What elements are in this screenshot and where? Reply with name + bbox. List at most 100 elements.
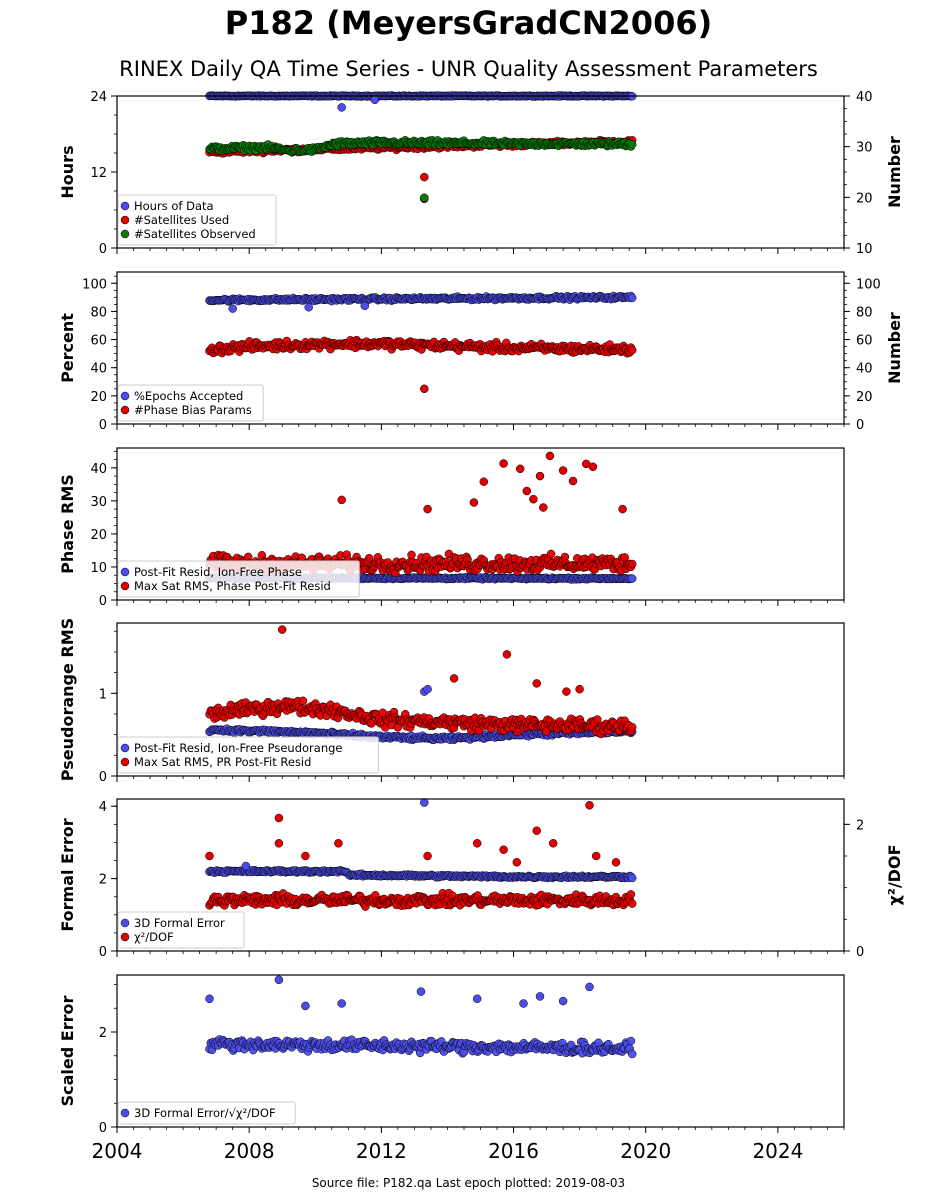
outlier-point [337,103,346,112]
legend-marker [120,918,130,928]
legend-label: Max Sat RMS, PR Post-Fit Resid [134,755,311,769]
data-point [593,715,602,724]
outlier-point [472,994,482,1004]
outlier-point [469,498,479,507]
y-tick-label: 24 [90,90,107,105]
y-tick-label: 40 [90,362,107,377]
outlier-point [205,994,214,1004]
y-axis-label: Percent [58,313,77,383]
outlier-point [512,858,522,867]
outlier-point [558,466,568,475]
data-point [627,140,637,149]
legend-box [117,1101,296,1125]
data-point [627,722,637,732]
outlier-point [529,494,538,504]
x-tick-label: 2004 [92,1139,143,1163]
outlier-point [539,503,548,512]
right-y-tick-label: 30 [856,141,873,156]
data-point [627,574,637,583]
outlier-point [558,996,568,1006]
series-formal-red [205,801,637,911]
outlier-point [274,813,284,823]
y-tick-label: 0 [99,418,107,433]
legend-label: Max Sat RMS, Phase Post-Fit Resid [134,579,331,593]
right-y-tick-label: 20 [856,191,873,206]
data-point [627,559,637,569]
series-phase-red [205,451,637,578]
y-tick-label: 0 [99,1121,107,1136]
outlier-point [423,851,432,861]
outlier-point [545,451,555,461]
x-tick-label: 2016 [488,1139,539,1163]
outlier-point [420,384,429,394]
right-y-axis-label: Number [885,312,904,384]
x-tick-label: 2024 [752,1139,803,1163]
legend-marker [120,581,130,591]
legend-marker [120,1108,130,1118]
data-point [626,890,636,899]
outlier-point [337,495,346,505]
series-points-scaled [205,975,637,1059]
legend-label: Hours of Data [134,199,214,213]
y-tick-label: 30 [90,495,107,510]
y-tick-label: 0 [99,945,107,960]
outlier-point [532,826,541,835]
y-tick-label: 60 [90,334,107,349]
outlier-point [585,982,594,992]
series-percent-blue [205,291,637,313]
y-axis-label: Formal Error [58,818,77,931]
legend-marker [120,932,130,942]
series-scaled-blue [205,975,637,1059]
right-y-tick-label: 40 [856,90,873,105]
right-y-tick-label: 2 [856,818,864,833]
outlier-point [585,801,594,810]
outlier-point [532,679,541,688]
legend-percent: %Epochs Accepted#Phase Bias Params [117,384,264,422]
legend-label: 3D Formal Error [134,916,225,930]
panel-pseudorange: 0 1 Pseudorange RMS Post-Fit Resid, Ion-Fre… [58,618,845,785]
y-axis-label: Hours [58,145,77,198]
outlier-point [423,504,432,514]
legend-label: #Satellites Observed [134,227,256,241]
right-y-tick-label: 0 [856,418,864,433]
outlier-point [562,687,571,696]
right-y-tick-label: 20 [856,390,873,405]
right-y-axis-label: χ²/DOF [885,845,904,906]
outlier-point [277,625,287,634]
y-tick-label: 80 [90,305,107,320]
legend-box [117,560,360,598]
y-tick-label: 0 [99,770,107,785]
outlier-point [334,839,343,848]
series-percent-red [205,335,637,394]
outlier-point [568,476,578,486]
y-tick-label: 4 [99,800,107,815]
series-formal-blue [205,798,637,883]
legend-box [117,736,379,774]
legend-pseudorange: Post-Fit Resid, Ion-Free PseudorangeMax … [117,736,379,774]
x-tick-label: 2008 [224,1139,275,1163]
outlier-point [370,95,380,105]
data-point [364,553,374,563]
data-point [627,1049,637,1059]
series-hours-green [205,136,637,203]
y-tick-label: 20 [90,528,107,543]
panel-phase: 0 10 20 30 40 Phase RMS Post-Fit Resid, Ion-Fr… [58,447,845,609]
data-point [627,899,637,908]
outlier-point [618,504,627,514]
outlier-point [535,471,545,481]
outlier-point [472,839,482,848]
outlier-point [499,459,508,468]
outlier-point [420,798,429,807]
outlier-point [304,302,313,312]
y-tick-label: 12 [90,166,107,181]
y-axis-label: Pseudorange RMS [58,618,77,781]
series-pseudorange-red [205,625,637,739]
legend-hours: Hours of Data#Satellites Used#Satellites… [117,194,277,246]
outlier-point [515,464,525,474]
legend-label: 3D Formal Error/√χ²/DOF [134,1106,276,1120]
legend-scaled: 3D Formal Error/√χ²/DOF [117,1101,296,1125]
outlier-point [205,851,214,861]
